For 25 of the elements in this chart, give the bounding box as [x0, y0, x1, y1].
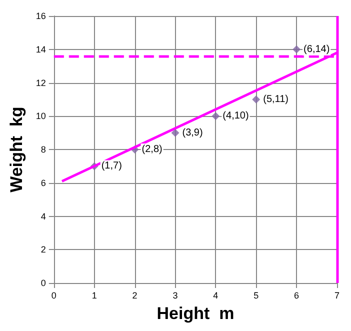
y-tick-label: 4: [40, 211, 46, 222]
annotation: (2,8): [142, 144, 162, 155]
y-tick-label: 6: [40, 178, 46, 188]
y-tick-label: 12: [36, 78, 46, 88]
y-tick-label: 14: [36, 44, 46, 54]
x-tick-label: 5: [254, 290, 259, 300]
annotation: (5,11): [263, 94, 289, 105]
annotation: (1,7): [101, 160, 122, 172]
annotation: (4,10): [222, 110, 249, 122]
x-axis-title: Height m: [156, 304, 234, 323]
annotation: (6,14): [304, 44, 330, 55]
x-tick-label: 2: [132, 290, 138, 300]
y-axis-title: Weight kg: [7, 106, 26, 192]
x-tick-label: 7: [334, 290, 340, 300]
x-tick-label: 3: [172, 290, 178, 300]
x-tick-label: 6: [294, 290, 300, 300]
y-tick-label: 0: [40, 278, 46, 288]
y-tick-label: 16: [36, 11, 46, 21]
x-tick-label: 4: [213, 290, 218, 300]
y-tick-label: 8: [40, 144, 46, 154]
x-tick-label: 1: [92, 290, 97, 300]
y-tick-label: 2: [40, 244, 46, 255]
y-tick-label: 10: [36, 111, 46, 122]
annotation: (3,9): [182, 127, 203, 138]
x-tick-label: 0: [51, 290, 56, 300]
